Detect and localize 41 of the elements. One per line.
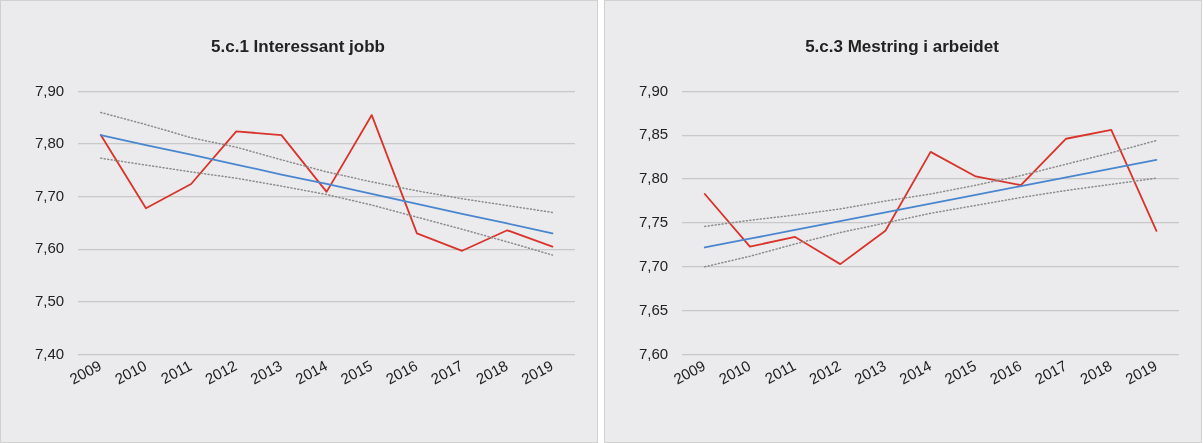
y-tick-label: 7,90 bbox=[34, 81, 65, 99]
x-tick-label: 2013 bbox=[247, 356, 285, 388]
y-tick-label: 7,60 bbox=[34, 239, 65, 257]
y-tick-label: 7,80 bbox=[638, 169, 669, 187]
x-tick-label: 2012 bbox=[202, 356, 240, 388]
x-tick-label: 2018 bbox=[473, 356, 511, 388]
y-tick-label: 7,70 bbox=[638, 256, 669, 274]
x-tick-label: 2010 bbox=[715, 356, 754, 388]
y-tick-label: 7,85 bbox=[638, 125, 669, 143]
x-tick-label: 2019 bbox=[518, 356, 556, 388]
x-tick-label: 2019 bbox=[1122, 356, 1160, 388]
line-series bbox=[704, 139, 1158, 228]
y-tick-label: 7,60 bbox=[638, 344, 669, 362]
x-tick-label: 2012 bbox=[806, 356, 844, 388]
y-tick-label: 7,90 bbox=[638, 81, 669, 99]
line-series bbox=[100, 111, 554, 214]
y-tick-label: 7,50 bbox=[34, 291, 65, 309]
x-tick-label: 2013 bbox=[851, 356, 889, 388]
x-tick-label: 2014 bbox=[896, 356, 934, 388]
x-tick-label: 2009 bbox=[66, 356, 105, 388]
x-tick-label: 2016 bbox=[382, 356, 421, 388]
x-tick-label: 2015 bbox=[337, 356, 376, 388]
y-tick-label: 7,65 bbox=[638, 300, 669, 318]
y-tick-label: 7,70 bbox=[34, 186, 65, 204]
x-tick-label: 2016 bbox=[986, 356, 1025, 388]
x-tick-label: 2015 bbox=[941, 356, 980, 388]
x-tick-label: 2009 bbox=[670, 356, 709, 388]
x-tick-label: 2017 bbox=[1031, 356, 1070, 388]
x-tick-label: 2018 bbox=[1077, 356, 1115, 388]
line-series bbox=[100, 157, 554, 256]
chart-title: 5.c.3 Mestring i arbeidet bbox=[805, 36, 1000, 56]
chart-title: 5.c.1 Interessant jobb bbox=[211, 36, 385, 56]
x-tick-label: 2017 bbox=[427, 356, 466, 388]
line-series bbox=[704, 177, 1158, 268]
x-tick-label: 2011 bbox=[157, 356, 195, 387]
x-tick-label: 2010 bbox=[111, 356, 150, 388]
y-tick-label: 7,40 bbox=[34, 344, 65, 362]
y-tick-label: 7,80 bbox=[34, 134, 65, 152]
x-tick-label: 2014 bbox=[292, 356, 330, 388]
x-tick-label: 2011 bbox=[761, 356, 799, 387]
y-tick-label: 7,75 bbox=[638, 213, 669, 231]
